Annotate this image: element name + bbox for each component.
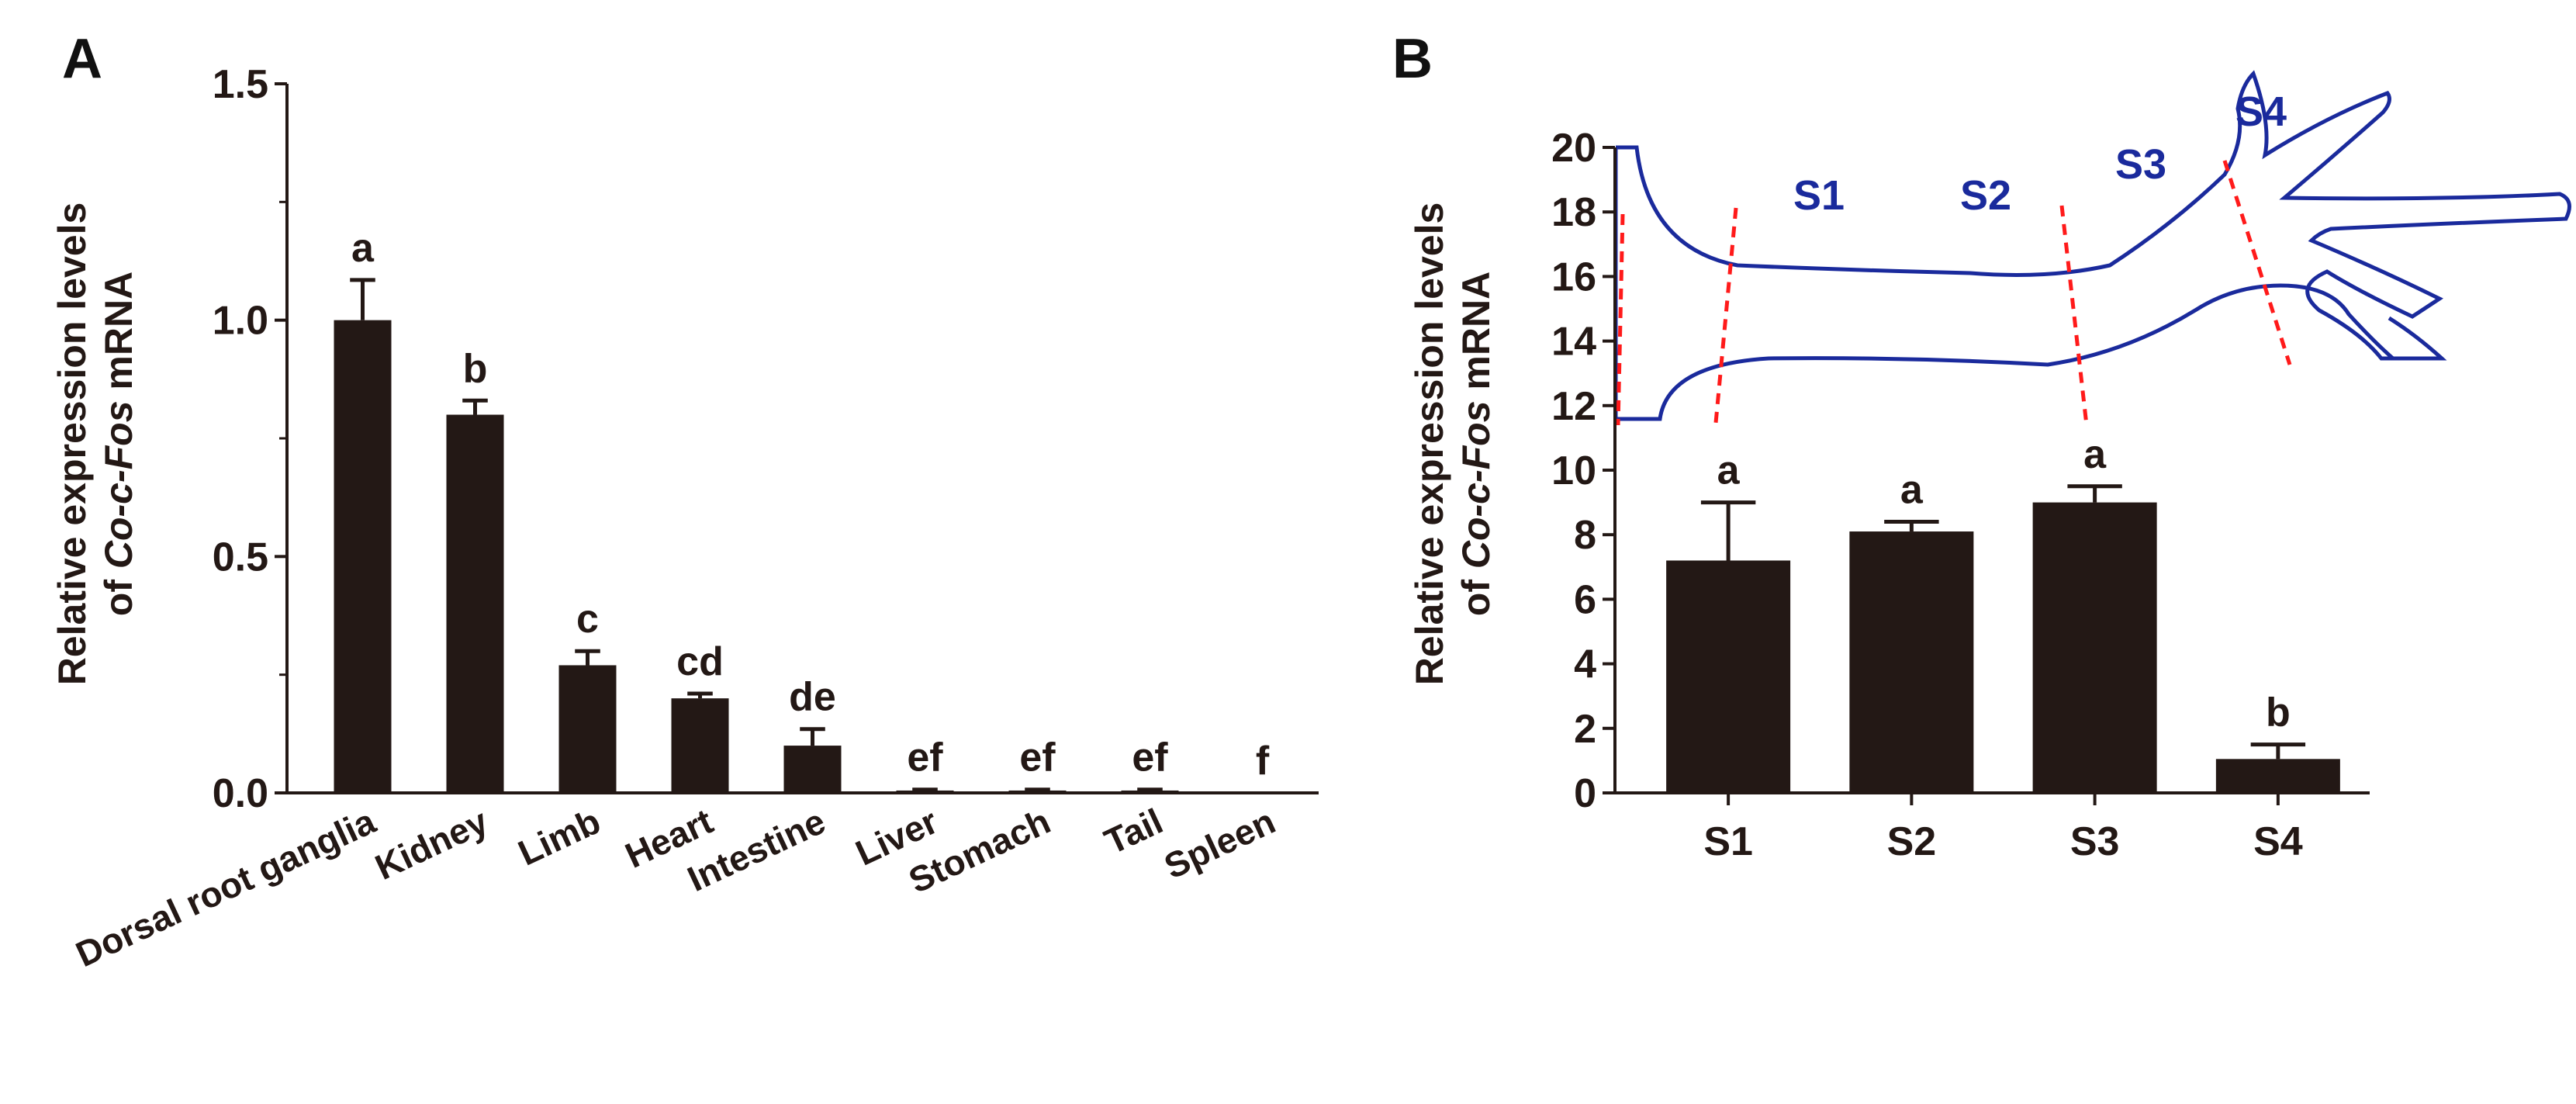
significance-label: a — [1900, 468, 1924, 513]
panel-a-ylabel-line1: Relative expression levels — [50, 202, 94, 686]
y-tick-label: 0.5 — [213, 535, 268, 580]
significance-label: a — [1717, 448, 1741, 493]
panel-b-ylabel: Relative expression levels of Co-c-Fos m… — [1408, 202, 1498, 686]
x-tick-label: Spleen — [1158, 801, 1281, 887]
significance-label: c — [576, 597, 599, 642]
significance-label: f — [1256, 739, 1270, 784]
y-tick-label: 16 — [1551, 254, 1596, 299]
significance-label: de — [789, 675, 836, 720]
panel-a-ylabel-line2: of Co-c-Fos mRNA — [97, 272, 140, 616]
bar-s4 — [2215, 759, 2340, 793]
y-tick-label: 1.5 — [213, 62, 268, 107]
y-tick-label: 20 — [1551, 126, 1596, 171]
limb-outline — [1616, 70, 2571, 361]
segment-divider-4 — [2222, 160, 2292, 365]
bar-stomach — [1008, 790, 1067, 793]
bar-intestine — [783, 746, 842, 793]
y-tick-label: 10 — [1551, 448, 1596, 493]
bar-dorsal-root-ganglia — [334, 320, 392, 794]
significance-label: a — [2083, 432, 2107, 477]
y-tick-label: 0.0 — [213, 771, 268, 816]
chart-panel-b: 0 2 4 6 8 10 12 14 16 18 20 a S1 a S2 a S3 b S4 — [1551, 126, 2370, 864]
y-tick-label: 1.0 — [213, 299, 268, 344]
panel-b-ylabel-line1: Relative expression levels — [1408, 202, 1451, 686]
limb-outline-lower — [1613, 147, 2394, 421]
panel-a-label: A — [62, 28, 102, 90]
bar-s2 — [1849, 531, 1974, 793]
segment-divider-2 — [1616, 213, 1625, 426]
bar-kidney — [446, 414, 504, 793]
significance-label: ef — [907, 735, 943, 780]
significance-label: ef — [1019, 735, 1056, 780]
significance-label: b — [463, 346, 488, 391]
x-tick-label: S2 — [1887, 819, 1937, 864]
y-tick-label: 6 — [1574, 577, 1596, 622]
segment-divider-3 — [2059, 205, 2089, 426]
bar-s1 — [1666, 560, 1791, 793]
y-tick-label: 0 — [1574, 771, 1596, 816]
significance-label: a — [351, 226, 375, 271]
bar-tail — [1121, 790, 1179, 793]
significance-label: ef — [1132, 735, 1168, 780]
x-tick-label: S4 — [2253, 819, 2303, 864]
y-tick-label: 14 — [1551, 320, 1596, 365]
chart-panel-a: 0.0 0.5 1.0 1.5 a Dorsal root ganglia b Kidney c… — [70, 62, 1319, 974]
bar-limb — [558, 665, 617, 793]
bar-liver — [896, 790, 954, 793]
bar-heart — [671, 698, 729, 793]
y-tick-label: 2 — [1574, 707, 1596, 752]
x-tick-label: S1 — [1703, 819, 1753, 864]
panel-a-ylabel: Relative expression levels of Co-c-Fos m… — [50, 202, 140, 686]
significance-label: b — [2266, 690, 2291, 735]
x-tick-label: Tail — [1098, 801, 1169, 862]
panel-b-label: B — [1392, 28, 1433, 90]
significance-label: cd — [676, 639, 724, 684]
x-tick-label: S3 — [2070, 819, 2120, 864]
y-tick-label: 4 — [1574, 642, 1596, 687]
segment-divider-1 — [1713, 207, 1738, 424]
limb-segment-label-s1: S1 — [1793, 172, 1845, 219]
x-tick-label: Kidney — [369, 801, 494, 888]
x-tick-label: Limb — [512, 801, 607, 874]
y-tick-label: 18 — [1551, 190, 1596, 235]
limb-segment-label-s4: S4 — [2235, 88, 2287, 135]
panel-b-ylabel-line2: of Co-c-Fos mRNA — [1454, 272, 1498, 616]
y-tick-label: 12 — [1551, 384, 1596, 429]
x-tick-label: Dorsal root ganglia — [70, 801, 382, 974]
limb-segment-label-s3: S3 — [2115, 141, 2166, 188]
y-tick-label: 8 — [1574, 513, 1596, 558]
limb-segment-label-s2: S2 — [1960, 172, 2011, 219]
limb-schematic: S1 S2 S3 S4 — [1613, 70, 2571, 426]
bar-s3 — [2032, 502, 2157, 793]
